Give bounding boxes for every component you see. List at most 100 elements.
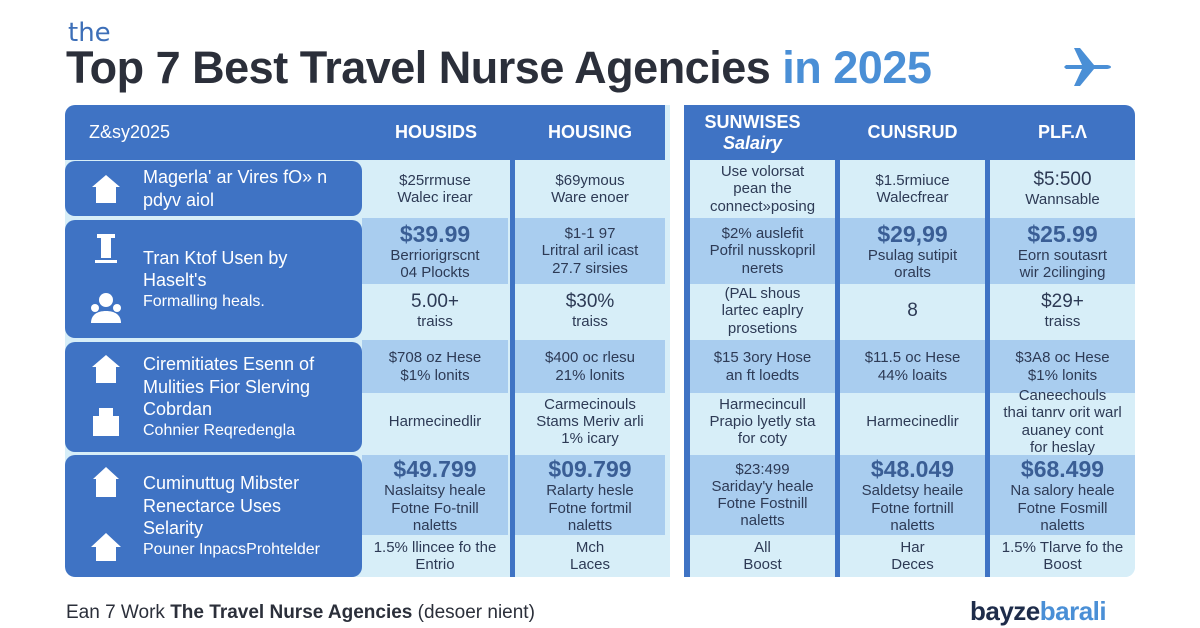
row-label-text: Selarity — [143, 518, 204, 539]
cell-text: $69ymous — [555, 171, 625, 189]
table-cell: Harmecinedlir — [362, 393, 508, 450]
cell-text: 8 — [907, 300, 918, 322]
row-label: Tran Ktof Usen by Haselt's Formalling heal… — [65, 220, 362, 338]
table-cell: $3A8 oc Hese $1% lonits — [990, 340, 1135, 393]
airplane-icon — [1064, 48, 1111, 86]
cell-text: $68.499 — [1020, 455, 1105, 482]
cell-text: All — [754, 538, 771, 556]
cell-text: Walec irear — [397, 189, 473, 206]
row-label: Cuminuttug Mibster Renectarce Uses Selarit… — [65, 455, 362, 577]
column-header: HOUSING — [515, 105, 665, 160]
cell-text: Fotne Fostnill — [717, 495, 808, 512]
cell-text: Fotne Fosmill — [1017, 499, 1108, 517]
cell-text: an ft loedts — [725, 366, 800, 384]
row-label-text: Haselt's — [143, 270, 207, 290]
cell-text: Harmecincull — [719, 395, 806, 413]
table-cell: Use volorsat pean the connect»posing — [690, 160, 835, 218]
cell-text: traiss — [1044, 313, 1081, 331]
house-icon — [92, 174, 120, 203]
cell-text: Boost — [1043, 556, 1082, 573]
row-label-text: Formalling heals. — [143, 292, 265, 310]
table-cell: $30% traiss — [515, 284, 665, 338]
cell-text: naletts — [567, 516, 613, 534]
cell-text: $49.799 — [393, 455, 477, 482]
footer-bold: The Travel Nurse Agencies — [170, 602, 413, 623]
cell-text: Prapio lyetly sta — [709, 412, 816, 430]
cell-text: Naslaitsy heale — [384, 482, 486, 500]
table-cell: Caneechouls thai tanrv orit warl auaney co… — [990, 387, 1135, 456]
cell-text: auaney cont — [1021, 421, 1104, 439]
cell-text: $30% — [565, 291, 615, 313]
table-cell: Har Deces — [840, 535, 985, 577]
table-cell: $1.5rmiuce Walecfrear — [840, 160, 985, 218]
table-cell: $1-1 97 Lritral aril icast 27.7 sirsies — [515, 218, 665, 284]
cell-text: Ralarty hesle — [546, 482, 634, 500]
cell-text: Walecfrear — [876, 189, 949, 206]
cell-text: Berriorigrscnt — [390, 246, 480, 264]
table-cell: 1.5% llincee fo the Entrio — [362, 535, 508, 577]
column-header: SUNWISES Salairy — [670, 105, 835, 160]
table-cell: $5:500 Wannsable — [990, 160, 1135, 218]
cell-text: Entrio — [415, 556, 455, 573]
cell-text: $11.5 oc Hese — [864, 349, 961, 367]
cell-text: $5:500 — [1033, 169, 1092, 191]
cell-text: Saldetsy heaile — [861, 482, 964, 500]
people-icon — [91, 293, 121, 323]
cell-text: Wannsable — [1025, 191, 1100, 209]
cell-text: for coty — [737, 430, 788, 448]
house-icon — [92, 355, 120, 383]
cell-text: Harmecinedlir — [866, 412, 959, 430]
cell-text: Ware enoer — [551, 189, 629, 206]
table-cell: Harmecincull Prapio lyetly sta for coty — [690, 393, 835, 450]
cell-text: Lritral aril icast — [541, 242, 639, 260]
brand-part1: bayze — [970, 596, 1040, 626]
row-label-text: Pouner InpacsProhtelder — [143, 540, 320, 558]
corner-label: Z&sy2025 — [89, 122, 171, 143]
column-header: CUNSRUD — [840, 105, 985, 160]
brand-part2: barali — [1039, 596, 1107, 626]
table-cell: $39.99 Berriorigrscnt 04 Plockts — [362, 218, 508, 284]
cell-text: prosetions — [727, 319, 798, 337]
cell-text: $09.799 — [548, 455, 632, 482]
page-title: Top 7 Best Travel Nurse Agencies in 2025 — [66, 42, 932, 94]
table-cell: $25rrmuse Walec irear — [362, 160, 508, 218]
column-title: HOUSING — [547, 122, 632, 143]
cell-text: naletts — [740, 512, 785, 530]
row-label-text: Ciremitiates Esenn of — [143, 354, 315, 375]
brand-logo: bayzebarali — [970, 596, 1107, 627]
column-title: SUNWISES — [704, 111, 801, 132]
row-label-text: Tran Ktof Usen by — [143, 247, 288, 268]
cell-text: $1-1 97 — [564, 225, 616, 243]
column-subtitle: Salairy — [722, 132, 783, 153]
cell-text: Fotne fortmil — [548, 499, 632, 517]
column-divider — [985, 105, 990, 577]
cell-text: 27.7 sirsies — [552, 259, 628, 277]
cell-text: Stams Meriv arli — [536, 412, 644, 430]
table-cell: 1.5% Tlarve fo the Boost — [990, 535, 1135, 577]
table-cell: $2% auslefit Pofril nusskopril nerets — [690, 218, 835, 284]
cell-text: traiss — [417, 313, 453, 331]
cell-text: $25rrmuse — [399, 171, 471, 189]
table-cell: Harmecinedlir — [840, 393, 985, 450]
row-label-text: Renectarce Uses — [143, 495, 282, 516]
row-label-text: Cohnier Reqredengla — [143, 421, 296, 439]
hospital-icon — [93, 408, 119, 436]
cell-text: thai tanrv orit warl — [1003, 404, 1122, 422]
cell-text: 04 Plockts — [400, 264, 470, 282]
cell-text: Mch — [575, 538, 605, 556]
table-cell: $09.799 Ralarty hesle Fotne fortmil naletts — [515, 455, 665, 535]
cell-text: Laces — [569, 556, 611, 573]
column-divider — [835, 105, 840, 577]
row-label: Ciremitiates Esenn of Mulities Fior Slerv… — [65, 342, 362, 452]
cell-text: $15 3ory Hose — [713, 349, 812, 367]
cell-text: Carmecinouls — [544, 395, 636, 413]
table-cell: Mch Laces — [515, 535, 665, 577]
title-accent: in 2025 — [782, 42, 932, 93]
cell-text: $39.99 — [399, 220, 471, 247]
cell-text: Pofril nusskopril — [709, 242, 816, 260]
cell-text: 5.00+ — [410, 291, 460, 313]
cell-text: Eorn soutasrt — [1017, 246, 1108, 264]
cell-text: wir 2cilinging — [1019, 264, 1106, 282]
cell-text: 1.5% Tlarve fo the — [1001, 538, 1124, 556]
cell-text: $25.99 — [1027, 220, 1098, 247]
